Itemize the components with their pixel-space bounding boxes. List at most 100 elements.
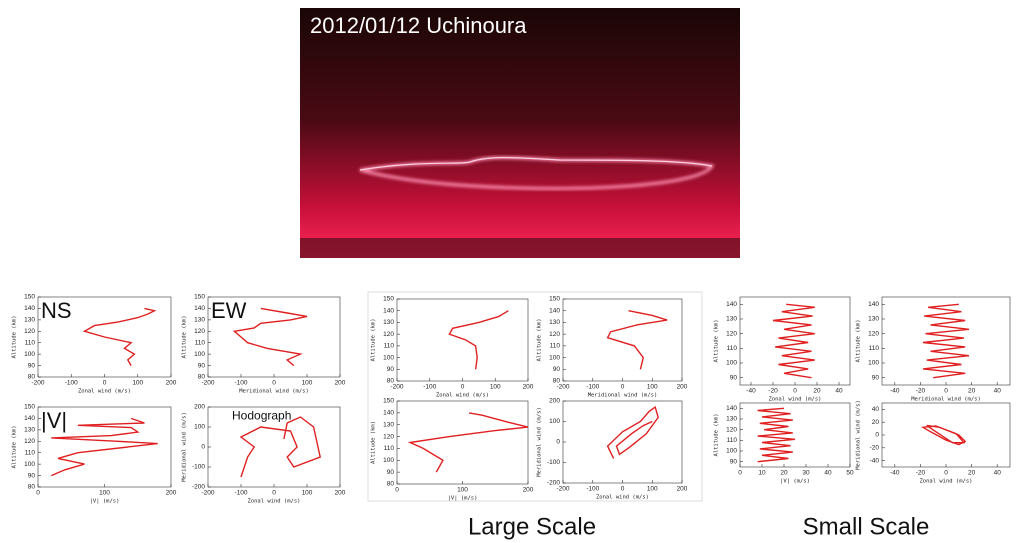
y-tick-label: 90 — [730, 458, 738, 465]
x-tick-label: -200 — [556, 486, 569, 493]
x-tick-label: -100 — [423, 384, 436, 391]
x-axis-label: Zonal wind (m/s) — [78, 389, 131, 395]
panel-label: Hodograph — [232, 408, 291, 422]
x-tick-label: 200 — [335, 380, 346, 387]
x-axis-label: Zonal wind (m/s) — [920, 479, 973, 485]
x-tick-label: -200 — [201, 380, 214, 387]
plot-frame — [563, 299, 682, 381]
x-axis-label: |V| (m/s) — [90, 499, 120, 505]
x-tick-label: 100 — [302, 490, 313, 497]
y-tick-label: 0 — [201, 444, 205, 451]
y-tick-label: 130 — [194, 317, 205, 324]
x-tick-label: 0 — [793, 388, 797, 395]
y-tick-label: 110 — [550, 343, 561, 350]
x-tick-label: 200 — [677, 486, 688, 493]
x-tick-label: 100 — [302, 380, 313, 387]
x-tick-label: 200 — [523, 384, 534, 391]
x-tick-label: -100 — [234, 490, 247, 497]
y-axis-label: Meridional wind (m/s) — [856, 400, 862, 470]
y-tick-label: 150 — [383, 296, 394, 303]
x-axis-label: Zonal wind (m/s) — [436, 393, 489, 399]
plot: -200-10001002008090100110120130140150Zon… — [371, 296, 534, 399]
y-tick-label: 140 — [726, 301, 737, 308]
y-tick-label: 200 — [194, 404, 205, 411]
y-tick-label: 120 — [383, 433, 394, 440]
plot-frame — [740, 403, 850, 467]
horizon — [300, 238, 740, 258]
y-axis-label: Altitude (km) — [12, 425, 18, 468]
y-axis-label: Altitude (km) — [856, 319, 862, 362]
y-tick-label: 100 — [194, 424, 205, 431]
group-caption: Large Scale — [468, 513, 596, 540]
x-tick-label: -40 — [746, 388, 756, 395]
x-tick-label: 0 — [461, 384, 465, 391]
y-tick-label: 40 — [872, 406, 880, 413]
y-tick-label: 80 — [198, 374, 206, 381]
y-tick-label: 140 — [383, 410, 394, 417]
y-tick-label: 20 — [872, 419, 880, 426]
y-tick-label: 120 — [194, 328, 205, 335]
x-tick-label: 40 — [824, 470, 832, 477]
x-tick-label: 40 — [835, 388, 843, 395]
x-tick-label: -100 — [586, 384, 599, 391]
slide: 2012/01/12 Uchinoura Large Scale Small S… — [0, 0, 1020, 543]
x-tick-label: 20 — [968, 470, 976, 477]
y-tick-label: 150 — [24, 404, 35, 411]
y-tick-label: -20 — [870, 445, 880, 452]
plot-frame — [397, 401, 528, 484]
x-tick-label: 0 — [944, 470, 948, 477]
y-tick-label: 110 — [384, 445, 395, 452]
y-tick-label: 120 — [383, 331, 394, 338]
panel-label: NS — [41, 298, 72, 323]
y-tick-label: 90 — [553, 366, 561, 373]
x-tick-label: 100 — [490, 384, 501, 391]
y-tick-label: -100 — [547, 459, 560, 466]
y-tick-label: 120 — [24, 438, 35, 445]
y-tick-label: 120 — [868, 330, 879, 337]
y-tick-label: 80 — [553, 378, 561, 385]
y-tick-label: 90 — [387, 469, 395, 476]
y-axis-label: Altitude (km) — [371, 318, 377, 361]
x-axis-label: Meridional wind (m/s) — [911, 397, 981, 403]
plot-frame — [882, 403, 1010, 467]
y-tick-label: 100 — [383, 457, 394, 464]
x-tick-label: 100 — [457, 487, 468, 494]
y-tick-label: 130 — [24, 427, 35, 434]
x-tick-label: -200 — [31, 380, 44, 387]
x-tick-label: 100 — [647, 486, 658, 493]
x-tick-label: 40 — [994, 470, 1002, 477]
y-tick-label: -100 — [192, 464, 205, 471]
y-axis-label: Altitude (km) — [714, 413, 720, 456]
y-tick-label: 110 — [25, 449, 36, 456]
y-tick-label: 110 — [25, 339, 36, 346]
y-tick-label: 80 — [387, 378, 395, 385]
panel-label: |V| — [41, 408, 67, 433]
x-axis-label: Zonal wind (m/s) — [769, 397, 822, 403]
x-tick-label: 0 — [272, 490, 276, 497]
y-tick-label: 150 — [383, 398, 394, 405]
y-tick-label: 90 — [872, 374, 880, 381]
y-tick-label: 150 — [194, 294, 205, 301]
x-tick-label: 20 — [813, 388, 821, 395]
x-axis-label: |V| (m/s) — [448, 496, 478, 502]
plot: 01002008090100110120130140150|V| (m/s)Al… — [371, 398, 534, 502]
y-tick-label: 140 — [726, 405, 737, 412]
x-tick-label: 30 — [802, 470, 810, 477]
y-tick-label: 80 — [387, 481, 395, 488]
y-tick-label: 100 — [194, 351, 205, 358]
y-axis-label: Altitude (km) — [182, 315, 188, 358]
y-axis-label: Meridional wind (m/s) — [537, 407, 543, 477]
plot: 01002008090100110120130140150|V| (m/s)Al… — [12, 404, 177, 505]
y-tick-label: 140 — [24, 305, 35, 312]
x-tick-label: -40 — [890, 470, 900, 477]
photo: 2012/01/12 Uchinoura — [300, 8, 740, 258]
y-tick-label: 120 — [549, 331, 560, 338]
y-tick-label: 100 — [868, 360, 879, 367]
y-tick-label: 100 — [24, 461, 35, 468]
y-tick-label: 100 — [24, 351, 35, 358]
x-tick-label: 10 — [758, 470, 766, 477]
